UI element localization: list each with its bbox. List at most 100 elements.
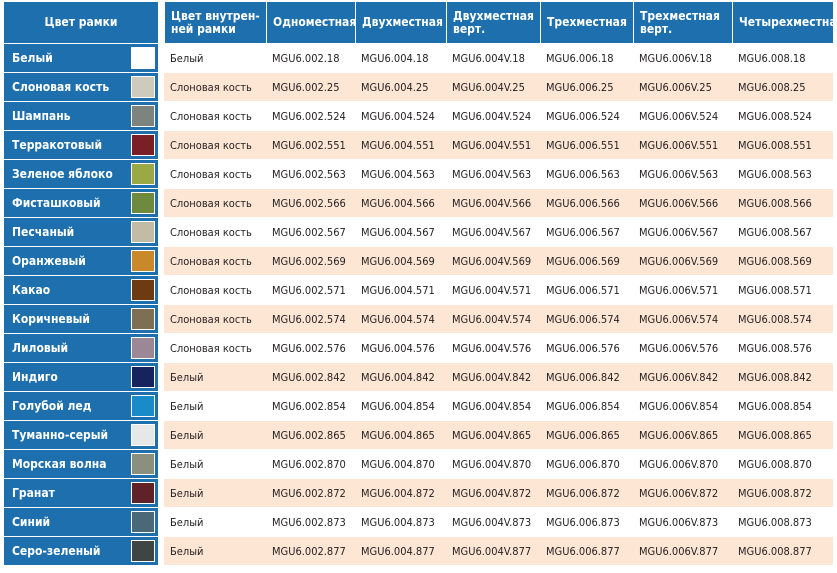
frame-color-table: Цвет рамки Цвет внутрен-ней рамки Одноме… [4, 2, 837, 566]
code-double: MGU6.004.873 [355, 508, 447, 537]
code-triple-vertical: MGU6.006V.25 [633, 73, 733, 102]
code-quadruple: MGU6.008.563 [732, 160, 834, 189]
code-quadruple: MGU6.008.569 [732, 247, 834, 276]
code-quadruple: MGU6.008.576 [732, 334, 834, 363]
table-row: Гранат Белый MGU6.002.872 MGU6.004.872 MGU6.… [4, 479, 834, 508]
frame-color-name: Лиловый [4, 334, 128, 363]
frame-color-name: Серо-зеленый [4, 537, 128, 566]
color-swatch [131, 482, 155, 504]
code-triple-vertical: MGU6.006V.18 [633, 44, 733, 73]
frame-color-name: Слоновая кость [4, 73, 128, 102]
code-quadruple: MGU6.008.25 [732, 73, 834, 102]
code-triple: MGU6.006.842 [540, 363, 634, 392]
frame-color-name: Оранжевый [4, 247, 128, 276]
column-gap [158, 73, 165, 102]
frame-color-name: Голубой лед [4, 392, 128, 421]
column-gap [158, 479, 165, 508]
frame-color-name: Морская волна [4, 450, 128, 479]
color-swatch-cell [128, 218, 159, 247]
code-double: MGU6.004.551 [355, 131, 447, 160]
header-frame-color: Цвет рамки [4, 2, 159, 44]
code-triple-vertical: MGU6.006V.563 [633, 160, 733, 189]
column-gap [158, 334, 165, 363]
inner-frame-color: Слоновая кость [164, 305, 267, 334]
code-single: MGU6.002.842 [266, 363, 356, 392]
table-row: Шампань Слоновая кость MGU6.002.524 MGU6.00… [4, 102, 834, 131]
code-quadruple: MGU6.008.18 [732, 44, 834, 73]
inner-frame-color: Слоновая кость [164, 102, 267, 131]
code-triple: MGU6.006.865 [540, 421, 634, 450]
code-double-vertical: MGU6.004V.854 [446, 392, 541, 421]
code-single: MGU6.002.574 [266, 305, 356, 334]
color-swatch [131, 453, 155, 475]
inner-frame-color: Белый [164, 363, 267, 392]
frame-color-name: Какао [4, 276, 128, 305]
code-triple: MGU6.006.877 [540, 537, 634, 566]
code-single: MGU6.002.563 [266, 160, 356, 189]
code-quadruple: MGU6.008.877 [732, 537, 834, 566]
code-triple-vertical: MGU6.006V.854 [633, 392, 733, 421]
color-swatch-cell [128, 508, 159, 537]
code-single: MGU6.002.567 [266, 218, 356, 247]
inner-frame-color: Слоновая кость [164, 73, 267, 102]
column-gap [158, 102, 165, 131]
header-gap [158, 2, 165, 44]
code-double-vertical: MGU6.004V.551 [446, 131, 541, 160]
table-row: Голубой лед Белый MGU6.002.854 MGU6.004.854… [4, 392, 834, 421]
code-double-vertical: MGU6.004V.865 [446, 421, 541, 450]
table-row: Синий Белый MGU6.002.873 MGU6.004.873 MGU6.0… [4, 508, 834, 537]
code-double: MGU6.004.574 [355, 305, 447, 334]
code-triple-vertical: MGU6.006V.551 [633, 131, 733, 160]
color-swatch-cell [128, 363, 159, 392]
code-double-vertical: MGU6.004V.870 [446, 450, 541, 479]
column-gap [158, 131, 165, 160]
code-quadruple: MGU6.008.870 [732, 450, 834, 479]
table-row: Зеленое яблоко Слоновая кость MGU6.002.563… [4, 160, 834, 189]
code-triple: MGU6.006.566 [540, 189, 634, 218]
column-gap [158, 363, 165, 392]
code-double-vertical: MGU6.004V.524 [446, 102, 541, 131]
code-triple-vertical: MGU6.006V.872 [633, 479, 733, 508]
code-double-vertical: MGU6.004V.574 [446, 305, 541, 334]
table-row: Коричневый Слоновая кость MGU6.002.574 MGU6… [4, 305, 834, 334]
code-double: MGU6.004.18 [355, 44, 447, 73]
color-swatch-cell [128, 131, 159, 160]
table-row: Песчаный Слоновая кость MGU6.002.567 MGU6.0… [4, 218, 834, 247]
code-double-vertical: MGU6.004V.566 [446, 189, 541, 218]
code-double: MGU6.004.524 [355, 102, 447, 131]
code-double-vertical: MGU6.004V.569 [446, 247, 541, 276]
header-double: Двухместная [355, 2, 447, 44]
table-row: Какао Слоновая кость MGU6.002.571 MGU6.004.… [4, 276, 834, 305]
header-triple: Трехместная [540, 2, 634, 44]
code-triple: MGU6.006.524 [540, 102, 634, 131]
table-row: Слоновая кость Слоновая кость MGU6.002.25 M… [4, 73, 834, 102]
column-gap [158, 537, 165, 566]
header-single: Одноместная [266, 2, 356, 44]
code-double-vertical: MGU6.004V.872 [446, 479, 541, 508]
inner-frame-color: Слоновая кость [164, 334, 267, 363]
code-triple-vertical: MGU6.006V.842 [633, 363, 733, 392]
code-triple: MGU6.006.571 [540, 276, 634, 305]
code-triple-vertical: MGU6.006V.574 [633, 305, 733, 334]
frame-color-name: Коричневый [4, 305, 128, 334]
code-triple: MGU6.006.854 [540, 392, 634, 421]
color-swatch [131, 163, 155, 185]
color-swatch-cell [128, 305, 159, 334]
code-double-vertical: MGU6.004V.571 [446, 276, 541, 305]
table-row: Индиго Белый MGU6.002.842 MGU6.004.842 MGU6.… [4, 363, 834, 392]
color-swatch [131, 134, 155, 156]
frame-color-name: Туманно-серый [4, 421, 128, 450]
code-single: MGU6.002.877 [266, 537, 356, 566]
code-single: MGU6.002.551 [266, 131, 356, 160]
color-swatch-cell [128, 450, 159, 479]
column-gap [158, 392, 165, 421]
color-swatch [131, 366, 155, 388]
color-swatch [131, 47, 155, 69]
color-swatch-cell [128, 189, 159, 218]
code-double: MGU6.004.854 [355, 392, 447, 421]
code-single: MGU6.002.865 [266, 421, 356, 450]
inner-frame-color: Белый [164, 537, 267, 566]
color-swatch-cell [128, 160, 159, 189]
frame-color-name: Гранат [4, 479, 128, 508]
code-triple: MGU6.006.873 [540, 508, 634, 537]
